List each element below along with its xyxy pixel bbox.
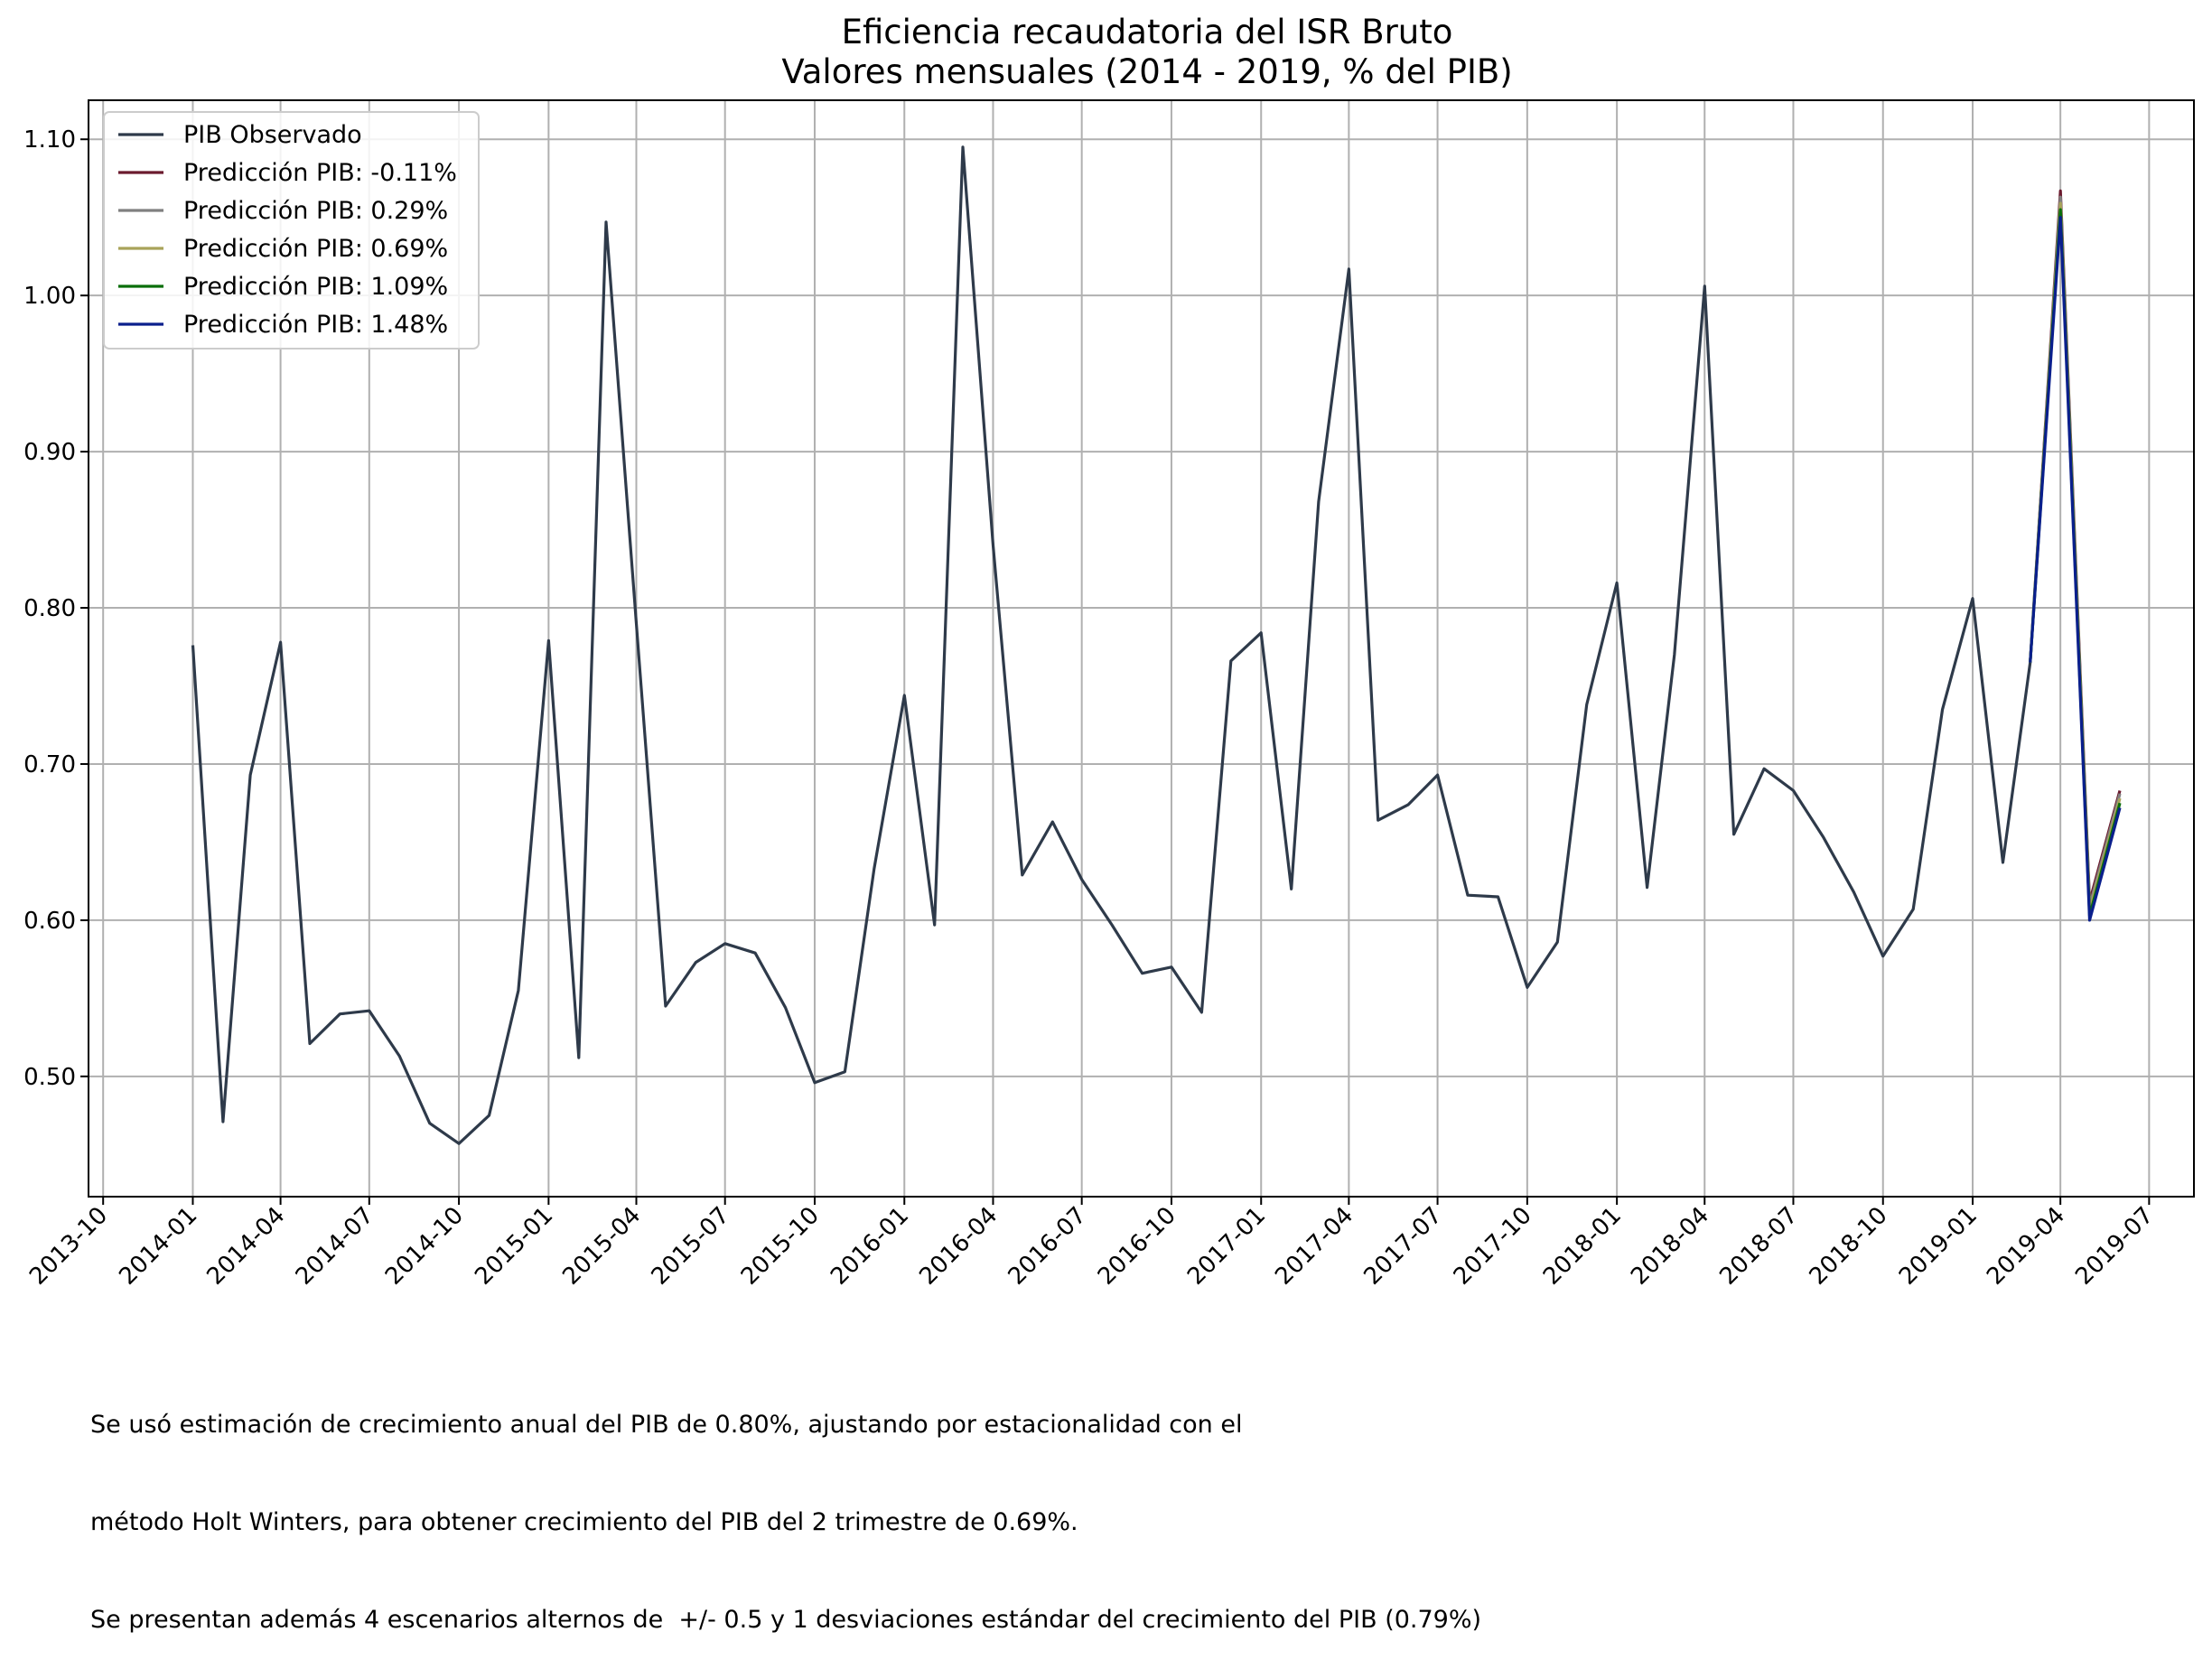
footnote-line-1: Se usó estimación de crecimiento anual d… (90, 1411, 1243, 1439)
x-tick-label: 2018-10 (1805, 1202, 1893, 1291)
x-tick-label: 2019-07 (2070, 1202, 2159, 1291)
x-tick-label: 2016-10 (1093, 1202, 1181, 1291)
x-tick-label: 2017-01 (1182, 1202, 1271, 1291)
x-tick-label: 2018-04 (1626, 1202, 1714, 1291)
x-tick-label: 2013-10 (24, 1202, 113, 1291)
legend-label: Predicción PIB: 1.09% (183, 273, 448, 301)
footnote-line-2: método Holt Winters, para obtener crecim… (90, 1508, 1078, 1536)
x-tick-label: 2016-01 (826, 1202, 914, 1291)
isr-efficiency-line-chart: Eficiencia recaudatoria del ISR Bruto Va… (23, 13, 2195, 1291)
x-tick-label: 2017-04 (1270, 1202, 1358, 1291)
x-tick-label: 2019-01 (1894, 1202, 1983, 1291)
legend: PIB Observado Predicción PIB: -0.11% Predi… (103, 111, 480, 350)
x-tick-label: 2015-10 (736, 1202, 825, 1291)
observed-series-line (191, 145, 2032, 1145)
legend-label: PIB Observado (183, 121, 362, 149)
legend-label: Predicción PIB: 0.69% (183, 235, 448, 263)
x-tick-label: 2019-04 (1982, 1202, 2070, 1291)
y-tick-label: 0.60 (23, 908, 76, 935)
x-tick-label: 2018-07 (1714, 1202, 1803, 1291)
x-tick-label: 2017-10 (1449, 1202, 1537, 1291)
y-tick-label: 0.70 (23, 751, 76, 779)
series-layer (191, 145, 2122, 1145)
x-tick-label: 2017-07 (1358, 1202, 1447, 1291)
x-tick-label: 2015-07 (647, 1202, 735, 1291)
footnote-line-3: Se presentan además 4 escenarios alterno… (90, 1606, 1482, 1634)
grid-lines (89, 100, 2194, 1197)
x-tick-label: 2015-01 (470, 1202, 558, 1291)
y-tick-label: 1.00 (23, 283, 76, 310)
x-tick-label: 2014-07 (291, 1202, 379, 1291)
x-tick-label: 2014-10 (380, 1202, 469, 1291)
x-axis: 2013-10 2014-01 2014-04 2014-07 2014-10 2015-… (24, 1197, 2159, 1291)
y-tick-label: 0.50 (23, 1064, 76, 1091)
x-tick-label: 2018-01 (1538, 1202, 1627, 1291)
x-tick-label: 2014-01 (114, 1202, 202, 1291)
x-tick-label: 2016-07 (1003, 1202, 1092, 1291)
x-tick-label: 2016-04 (914, 1202, 1003, 1291)
chart-subtitle: Valores mensuales (2014 - 2019, % del PI… (781, 52, 1512, 91)
x-tick-label: 2014-04 (202, 1202, 291, 1291)
x-tick-label: 2015-04 (557, 1202, 646, 1291)
legend-box (103, 111, 480, 350)
plot-frame (88, 99, 2195, 1198)
forecast-series-line-5 (2029, 216, 2122, 922)
legend-label: Predicción PIB: 1.48% (183, 311, 448, 339)
y-tick-label: 0.90 (23, 439, 76, 466)
y-tick-label: 0.80 (23, 595, 76, 622)
footnote: Se usó estimación de crecimiento anual d… (90, 1344, 1481, 1669)
chart-title: Eficiencia recaudatoria del ISR Bruto (842, 13, 1453, 51)
y-axis: 0.50 0.60 0.70 0.80 0.90 1.00 1.10 (23, 126, 89, 1091)
legend-label: Predicción PIB: -0.11% (183, 159, 457, 187)
legend-label: Predicción PIB: 0.29% (183, 197, 448, 225)
y-tick-label: 1.10 (23, 126, 76, 154)
